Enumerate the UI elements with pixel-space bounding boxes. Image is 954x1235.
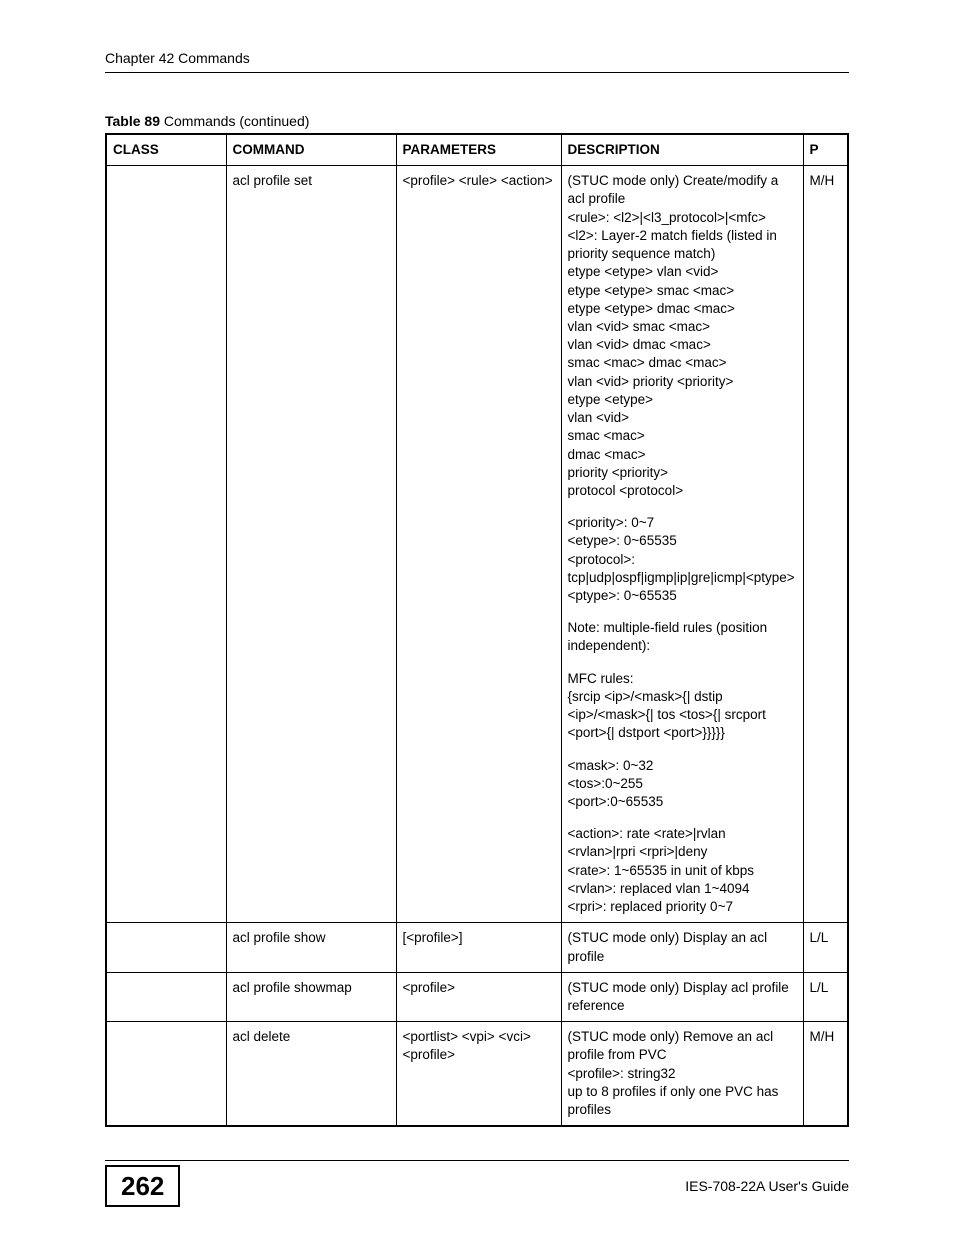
cell-parameters: <profile> xyxy=(396,972,561,1021)
cell-parameters: <portlist> <vpi> <vci> <profile> xyxy=(396,1022,561,1127)
description-line: <tos>:0~255 xyxy=(568,775,797,793)
cell-command: acl delete xyxy=(226,1022,396,1127)
col-header-parameters: PARAMETERS xyxy=(396,134,561,166)
description-line: etype <etype> dmac <mac> xyxy=(568,300,797,318)
description-line: <etype>: 0~65535 xyxy=(568,532,797,550)
footer-rule xyxy=(105,1160,849,1161)
cell-description: (STUC mode only) Create/modify a acl pro… xyxy=(561,166,803,923)
description-line: <rpri>: replaced priority 0~7 xyxy=(568,898,797,916)
cell-command: acl profile set xyxy=(226,166,396,923)
col-header-command: COMMAND xyxy=(226,134,396,166)
description-line: (STUC mode only) Remove an acl profile f… xyxy=(568,1028,797,1064)
description-line: smac <mac> xyxy=(568,427,797,445)
cell-p: L/L xyxy=(803,972,848,1021)
cell-class xyxy=(106,166,226,923)
description-line: etype <etype> vlan <vid> xyxy=(568,263,797,281)
description-line: vlan <vid> smac <mac> xyxy=(568,318,797,336)
cell-class xyxy=(106,972,226,1021)
col-header-class: CLASS xyxy=(106,134,226,166)
commands-table: CLASS COMMAND PARAMETERS DESCRIPTION P a… xyxy=(105,133,849,1127)
description-line: vlan <vid> priority <priority> xyxy=(568,373,797,391)
cell-parameters: <profile> <rule> <action> xyxy=(396,166,561,923)
description-line: Note: multiple-field rules (position ind… xyxy=(568,619,797,655)
description-line: <action>: rate <rate>|rvlan <rvlan>|rpri… xyxy=(568,825,797,861)
cell-command: acl profile showmap xyxy=(226,972,396,1021)
col-header-p: P xyxy=(803,134,848,166)
description-line: etype <etype> smac <mac> xyxy=(568,282,797,300)
table-row: acl profile showmap<profile>(STUC mode o… xyxy=(106,972,848,1021)
table-caption-number: Table 89 xyxy=(105,113,160,129)
page-footer: 262 IES-708-22A User's Guide xyxy=(0,1165,954,1207)
guide-title: IES-708-22A User's Guide xyxy=(685,1178,849,1194)
description-line: etype <etype> xyxy=(568,391,797,409)
description-line: smac <mac> dmac <mac> xyxy=(568,354,797,372)
table-caption-text: Commands (continued) xyxy=(160,113,309,129)
table-row: acl profile set<profile> <rule> <action>… xyxy=(106,166,848,923)
table-row: acl delete<portlist> <vpi> <vci> <profil… xyxy=(106,1022,848,1127)
description-line: MFC rules: xyxy=(568,670,797,688)
description-line: <protocol>: tcp|udp|ospf|igmp|ip|gre|icm… xyxy=(568,551,797,587)
page-number: 262 xyxy=(105,1165,180,1207)
table-row: acl profile show[<profile>](STUC mode on… xyxy=(106,923,848,972)
description-line: <profile>: string32 xyxy=(568,1065,797,1083)
description-line: <priority>: 0~7 xyxy=(568,514,797,532)
description-line: <rule>: <l2>|<l3_protocol>|<mfc> xyxy=(568,209,797,227)
cell-class xyxy=(106,923,226,972)
description-line: up to 8 profiles if only one PVC has pro… xyxy=(568,1083,797,1119)
description-line: <port>:0~65535 xyxy=(568,793,797,811)
cell-parameters: [<profile>] xyxy=(396,923,561,972)
description-line: vlan <vid> dmac <mac> xyxy=(568,336,797,354)
description-line: dmac <mac> xyxy=(568,446,797,464)
description-line: (STUC mode only) Display acl profile ref… xyxy=(568,979,797,1015)
chapter-heading: Chapter 42 Commands xyxy=(105,50,849,73)
table-header-row: CLASS COMMAND PARAMETERS DESCRIPTION P xyxy=(106,134,848,166)
description-line: <rate>: 1~65535 in unit of kbps xyxy=(568,862,797,880)
cell-command: acl profile show xyxy=(226,923,396,972)
table-caption: Table 89 Commands (continued) xyxy=(105,113,849,129)
col-header-description: DESCRIPTION xyxy=(561,134,803,166)
cell-p: M/H xyxy=(803,1022,848,1127)
description-line: {srcip <ip>/<mask>{| dstip <ip>/<mask>{|… xyxy=(568,688,797,743)
description-line: priority <priority> xyxy=(568,464,797,482)
description-line: (STUC mode only) Display an acl profile xyxy=(568,929,797,965)
cell-p: L/L xyxy=(803,923,848,972)
cell-description: (STUC mode only) Display acl profile ref… xyxy=(561,972,803,1021)
description-line: (STUC mode only) Create/modify a acl pro… xyxy=(568,172,797,208)
description-line: protocol <protocol> xyxy=(568,482,797,500)
cell-description: (STUC mode only) Display an acl profile xyxy=(561,923,803,972)
cell-class xyxy=(106,1022,226,1127)
description-line: <ptype>: 0~65535 xyxy=(568,587,797,605)
description-line: <rvlan>: replaced vlan 1~4094 xyxy=(568,880,797,898)
cell-p: M/H xyxy=(803,166,848,923)
description-line: vlan <vid> xyxy=(568,409,797,427)
cell-description: (STUC mode only) Remove an acl profile f… xyxy=(561,1022,803,1127)
description-line: <mask>: 0~32 xyxy=(568,757,797,775)
description-line: <l2>: Layer-2 match fields (listed in pr… xyxy=(568,227,797,263)
